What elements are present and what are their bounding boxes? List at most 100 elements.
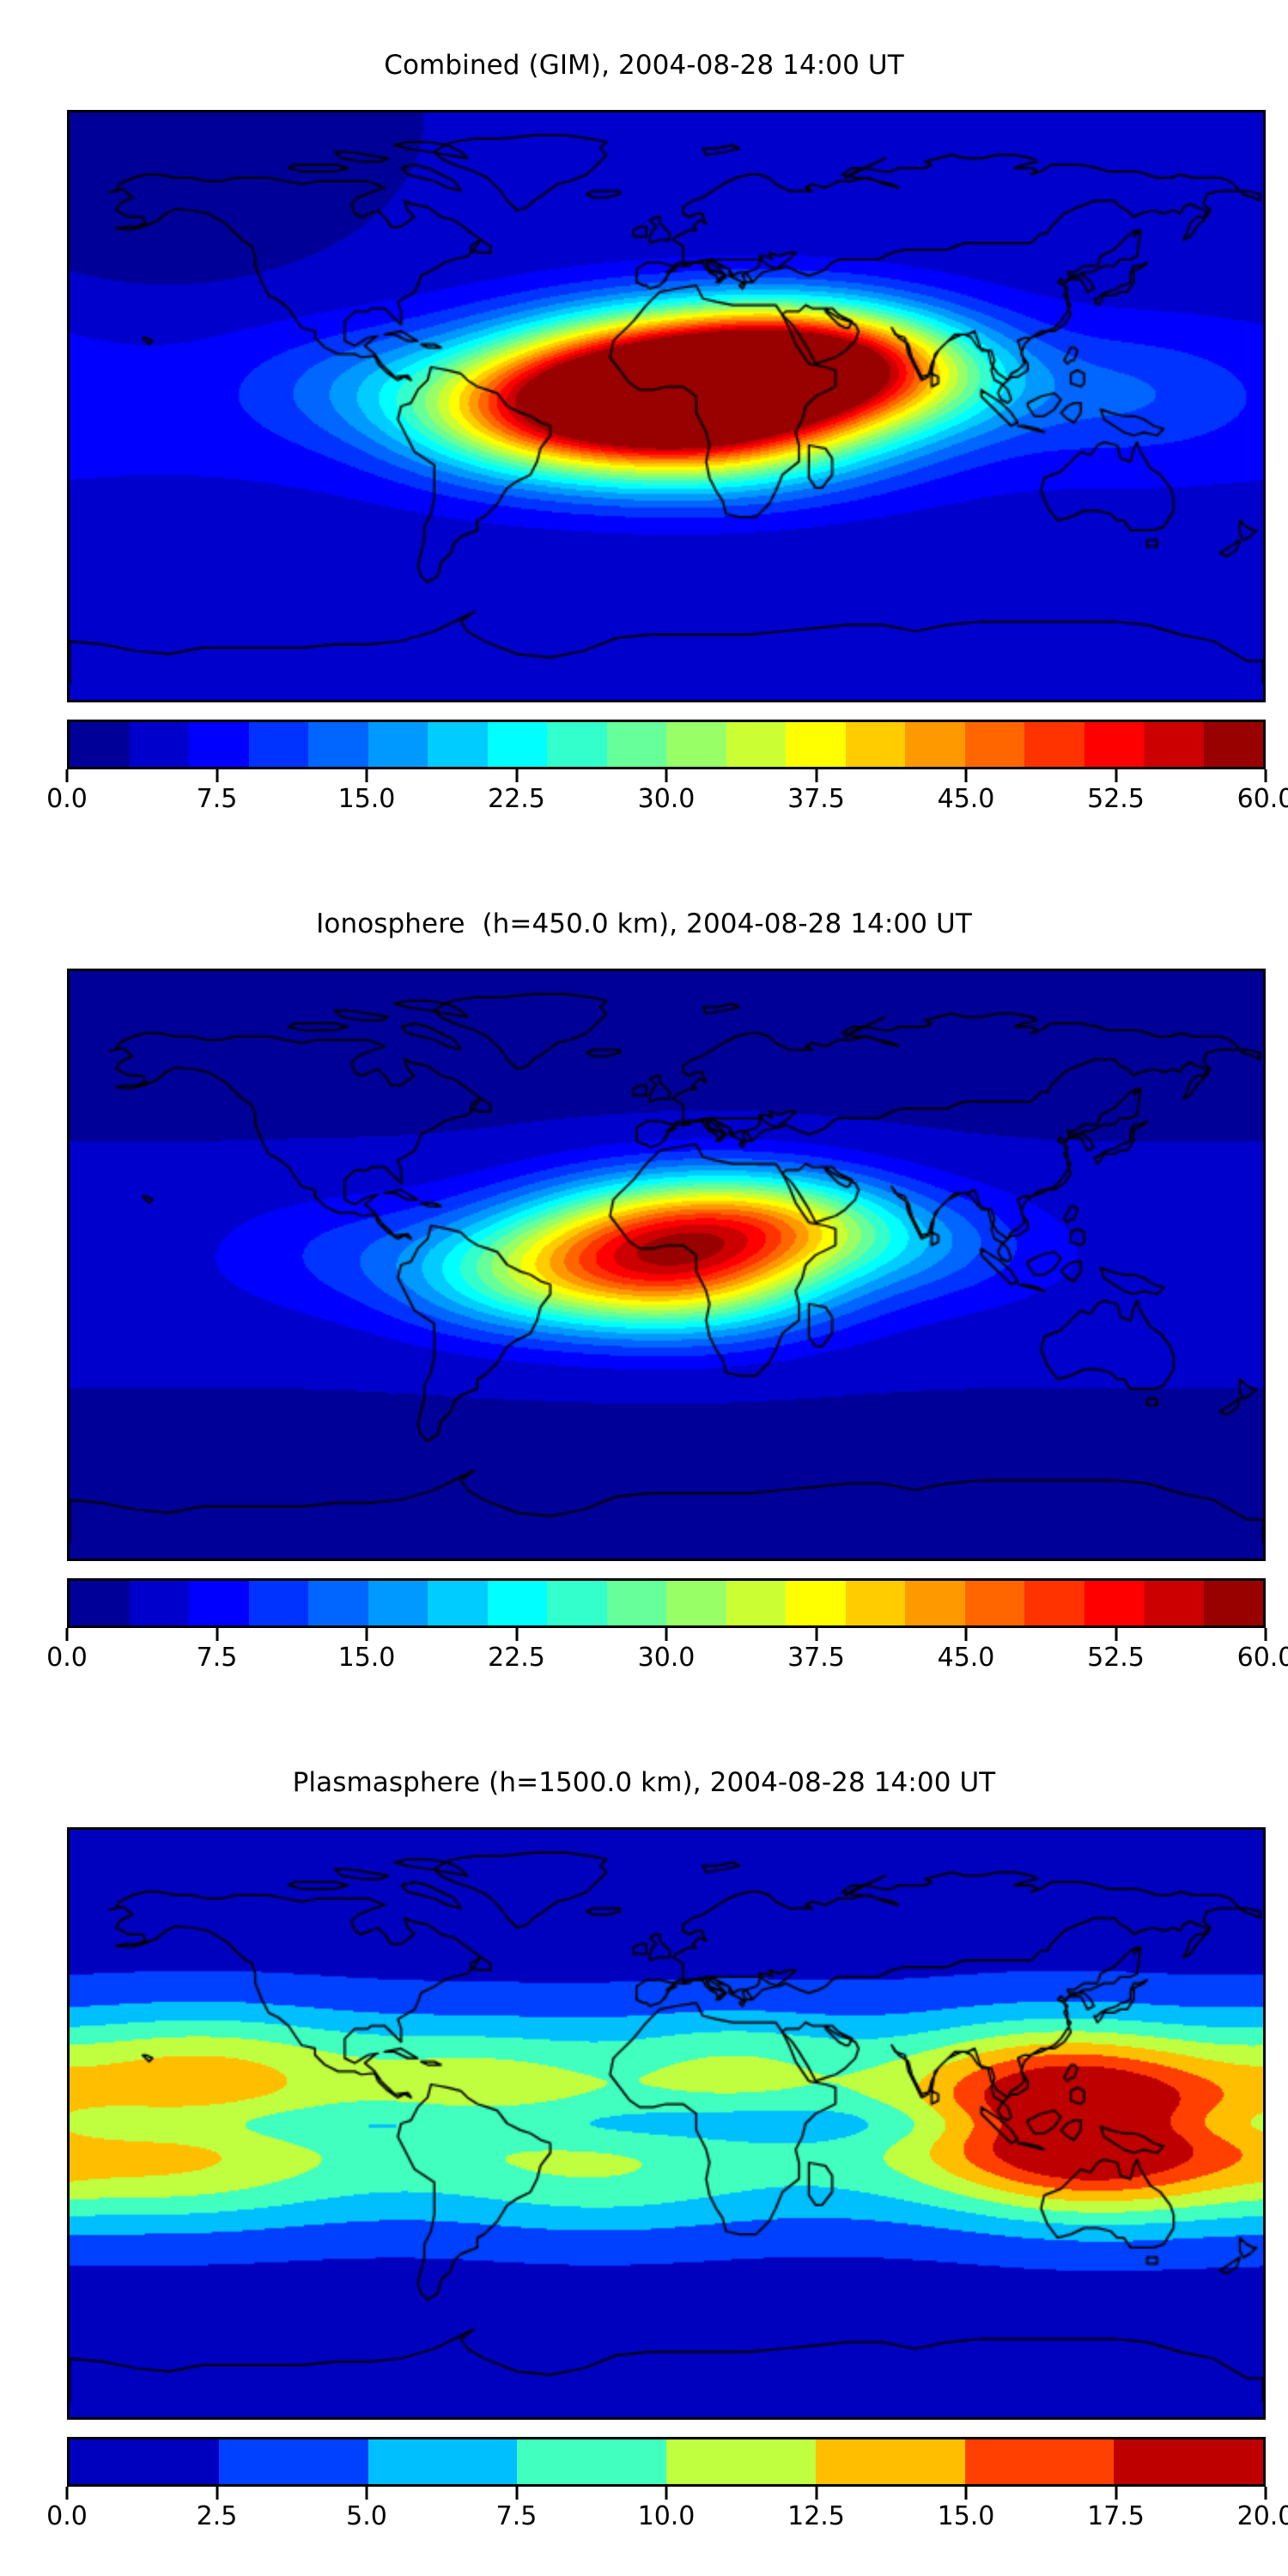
colorbar-segment — [815, 2439, 965, 2484]
colorbar-tick-label: 0.0 — [46, 2501, 88, 2531]
colorbar-segment — [517, 2439, 666, 2484]
colorbar-tick — [815, 2487, 817, 2500]
colorbar-tick-label: 7.5 — [196, 1643, 238, 1673]
colorbar-tick-label: 22.5 — [488, 784, 545, 814]
colorbar-tick — [365, 769, 368, 782]
colorbar-segment — [1024, 722, 1084, 767]
colorbar-plasmasphere: 0.0 2.5 5.0 7.5 10.0 12.5 15.0 17.5 20.0 — [46, 2437, 1288, 2534]
colorbar-tick-label: 12.5 — [787, 2501, 845, 2531]
colorbar-tick-label: 52.5 — [1087, 1643, 1145, 1673]
colorbar-tick-label: 10.0 — [637, 2501, 696, 2531]
colorbar-tick — [65, 2487, 69, 2500]
colorbar-tick — [815, 1628, 817, 1641]
colorbar-tick — [665, 2487, 668, 2500]
colorbar-segment — [606, 1581, 666, 1625]
colorbar-segment — [248, 1581, 308, 1625]
colorbar-tick-label: 5.0 — [346, 2501, 387, 2531]
colorbar-tick-label: 60.0 — [1236, 784, 1288, 814]
colorbar-segment — [428, 1581, 488, 1625]
colorbar-segment — [547, 1581, 607, 1625]
colorbar-tick-label: 37.5 — [787, 784, 845, 814]
colorbar-tick — [815, 769, 817, 782]
colorbar-tick-label: 20.0 — [1236, 2501, 1288, 2531]
colorbar-tick-label: 30.0 — [637, 784, 696, 814]
colorbar-segment — [70, 1581, 130, 1625]
colorbar-segment — [786, 722, 846, 767]
colorbar-tick — [216, 769, 218, 782]
colorbar-segment — [666, 722, 726, 767]
map-combined-gim — [67, 110, 1266, 702]
colorbar-tick-label: 17.5 — [1087, 2501, 1145, 2531]
map-ionosphere — [67, 969, 1266, 1561]
colorbar-tick-label: 0.0 — [46, 1643, 88, 1673]
colorbar-tick — [665, 769, 668, 782]
colorbar-strip-combined-gim — [67, 720, 1266, 769]
colorbar-tick-label: 37.5 — [787, 1643, 845, 1673]
colorbar-tick-label: 7.5 — [196, 784, 238, 814]
colorbar-segment — [964, 2439, 1115, 2484]
colorbar-tick — [1264, 2487, 1267, 2500]
colorbar-tick — [216, 2487, 218, 2500]
colorbar-segment — [1203, 1581, 1263, 1625]
colorbar-segment — [1024, 1581, 1084, 1625]
colorbar-tick-label: 45.0 — [937, 784, 995, 814]
panel-title-plasmasphere: Plasmasphere (h=1500.0 km), 2004-08-28 1… — [292, 1767, 996, 1798]
colorbar-segment — [1084, 1581, 1144, 1625]
colorbar-segment — [368, 2439, 518, 2484]
colorbar-segment — [1114, 2439, 1263, 2484]
colorbar-tick — [365, 1628, 368, 1641]
colorbar-segment — [726, 722, 786, 767]
map-canvas-combined-gim — [70, 112, 1263, 700]
colorbar-segment — [964, 722, 1024, 767]
colorbar-tick-label: 2.5 — [196, 2501, 238, 2531]
colorbar-tick-label: 15.0 — [937, 2501, 995, 2531]
colorbar-segment — [1144, 1581, 1204, 1625]
colorbar-tick — [1264, 769, 1267, 782]
colorbar-tick — [65, 769, 69, 782]
colorbar-segment — [905, 1581, 965, 1625]
colorbar-tick — [515, 1628, 518, 1641]
colorbar-segment — [248, 722, 308, 767]
colorbar-tick — [964, 2487, 968, 2500]
colorbar-segment — [368, 722, 428, 767]
colorbar-segment — [487, 1581, 547, 1625]
colorbar-tick — [665, 1628, 668, 1641]
map-canvas-ionosphere — [70, 971, 1263, 1558]
colorbar-segment — [218, 2439, 368, 2484]
colorbar-tick — [1115, 1628, 1117, 1641]
colorbar-tick — [1115, 769, 1117, 782]
colorbar-ionosphere: 0.0 7.5 15.0 22.5 30.0 37.5 45.0 52.5 60.0 — [46, 1578, 1288, 1675]
colorbar-tick-label: 22.5 — [488, 1643, 545, 1673]
colorbar-tick-label: 45.0 — [937, 1643, 995, 1673]
colorbar-segment — [428, 722, 488, 767]
colorbar-strip-ionosphere — [67, 1578, 1266, 1628]
colorbar-tick-label: 15.0 — [337, 1643, 396, 1673]
map-canvas-plasmasphere — [70, 1830, 1263, 2417]
colorbar-segment — [666, 1581, 726, 1625]
colorbar-segment — [845, 722, 905, 767]
colorbar-tick — [1115, 2487, 1117, 2500]
colorbar-labels-combined-gim: 0.0 7.5 15.0 22.5 30.0 37.5 45.0 52.5 60.0 — [46, 782, 1288, 817]
map-plasmasphere — [67, 1827, 1266, 2420]
colorbar-ticks-ionosphere — [65, 1628, 1267, 1641]
colorbar-tick-label: 0.0 — [46, 784, 88, 814]
colorbar-segment — [189, 1581, 249, 1625]
colorbar-tick — [515, 769, 518, 782]
colorbar-segment — [1084, 722, 1144, 767]
colorbar-tick-label: 15.0 — [337, 784, 396, 814]
colorbar-tick-label: 7.5 — [495, 2501, 538, 2531]
colorbar-segment — [308, 1581, 368, 1625]
colorbar-segment — [1144, 722, 1204, 767]
colorbar-segment — [129, 1581, 189, 1625]
panel-title-ionosphere: Ionosphere (h=450.0 km), 2004-08-28 14:0… — [316, 908, 972, 939]
colorbar-segment — [1203, 722, 1263, 767]
colorbar-segment — [905, 722, 965, 767]
colorbar-tick — [1264, 1628, 1267, 1641]
colorbar-segment — [786, 1581, 846, 1625]
colorbar-combined-gim: 0.0 7.5 15.0 22.5 30.0 37.5 45.0 52.5 60.0 — [46, 720, 1288, 817]
colorbar-tick — [216, 1628, 218, 1641]
colorbar-tick-label: 30.0 — [637, 1643, 696, 1673]
colorbar-segment — [70, 722, 130, 767]
colorbar-tick — [365, 2487, 368, 2500]
